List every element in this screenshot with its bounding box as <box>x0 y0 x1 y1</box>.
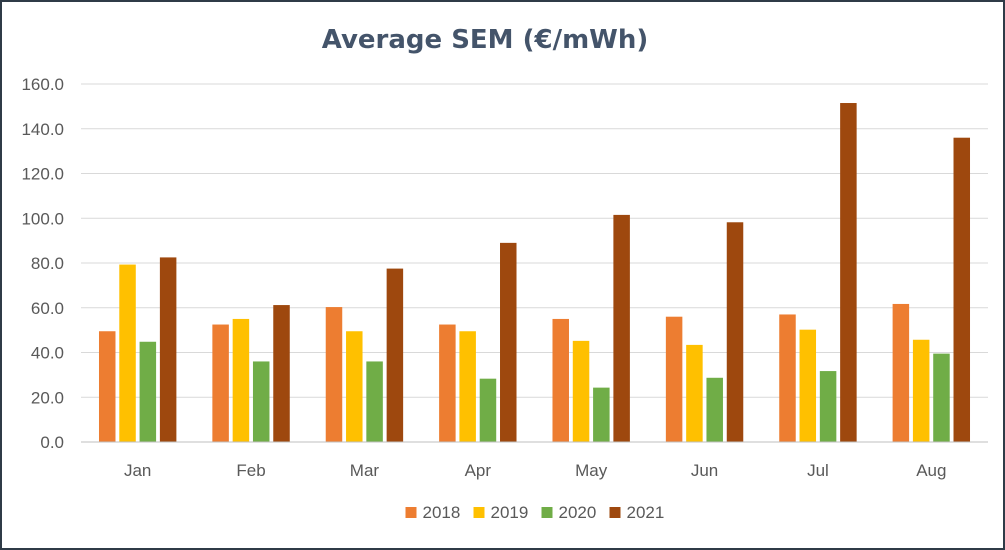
bar-2019-mar <box>346 331 363 442</box>
x-category-label: Apr <box>465 461 492 480</box>
bar-2020-jul <box>819 371 837 442</box>
x-category-label: Mar <box>350 461 380 480</box>
legend-label-2021: 2021 <box>627 503 665 522</box>
bar-2021-jul <box>840 103 857 443</box>
bar-2018-aug <box>892 303 910 442</box>
x-category-label: Jan <box>124 461 151 480</box>
legend-swatch-2019 <box>473 507 485 518</box>
y-tick-label: 140.0 <box>21 120 64 139</box>
chart-title: Average SEM (€/mWh) <box>322 25 649 55</box>
legend-label-2019: 2019 <box>491 503 529 522</box>
y-tick-label: 80.0 <box>31 254 64 273</box>
bar-2018-apr <box>439 324 456 442</box>
bar-2021-jan <box>159 257 177 442</box>
x-category-label: Jun <box>691 461 718 480</box>
bar-2018-mar <box>325 307 343 442</box>
bar-2020-aug <box>933 353 950 442</box>
bar-2019-may <box>572 340 590 442</box>
bar-2020-may <box>593 387 610 442</box>
legend-swatch-2021 <box>609 507 621 518</box>
legend-swatch-2020 <box>541 507 553 518</box>
x-category-label: Aug <box>916 461 946 480</box>
x-category-label: Jul <box>807 461 829 480</box>
bar-2020-jan <box>139 341 157 442</box>
y-tick-label: 60.0 <box>31 299 64 318</box>
bar-2020-mar <box>366 361 383 442</box>
y-tick-label: 20.0 <box>31 388 64 407</box>
bars <box>98 103 971 443</box>
bar-2021-may <box>613 214 630 442</box>
bar-2018-jan <box>98 331 116 442</box>
y-tick-label: 160.0 <box>21 75 64 94</box>
y-tick-label: 120.0 <box>21 165 64 184</box>
legend-swatch-2018 <box>405 507 417 518</box>
bar-2019-apr <box>459 331 476 442</box>
x-category-label: Feb <box>236 461 265 480</box>
legend-label-2018: 2018 <box>423 503 461 522</box>
bar-2019-jan <box>119 264 136 442</box>
bar-2020-feb <box>252 361 270 442</box>
x-axis-categories: Jan Feb Mar Apr May Jun Jul Aug <box>124 461 946 480</box>
x-category-label: May <box>575 461 608 480</box>
y-tick-label: 40.0 <box>31 344 64 363</box>
bar-2021-feb <box>273 305 290 442</box>
bar-2021-apr <box>500 242 517 442</box>
gridlines <box>81 83 988 398</box>
bar-2018-jun <box>665 316 683 442</box>
bar-2019-aug <box>912 339 930 442</box>
legend: 2018 2019 2020 2021 <box>405 503 665 522</box>
bar-2019-jul <box>799 329 817 442</box>
bar-2018-feb <box>212 324 229 442</box>
y-tick-label: 100.0 <box>21 209 64 228</box>
bar-2021-aug <box>953 137 971 442</box>
y-tick-label: 0.0 <box>40 433 64 452</box>
legend-label-2020: 2020 <box>559 503 597 522</box>
bar-2018-may <box>552 318 569 442</box>
bar-2018-jul <box>779 314 796 442</box>
bar-2019-jun <box>686 344 703 442</box>
bar-2021-jun <box>726 222 744 442</box>
bar-2021-mar <box>386 268 404 442</box>
bar-2020-apr <box>479 378 497 442</box>
bar-2019-feb <box>232 318 250 442</box>
bar-2020-jun <box>706 377 723 442</box>
y-axis-ticks: 0.0 20.0 40.0 60.0 80.0 100.0 120.0 140.0 160.0 <box>21 75 64 452</box>
